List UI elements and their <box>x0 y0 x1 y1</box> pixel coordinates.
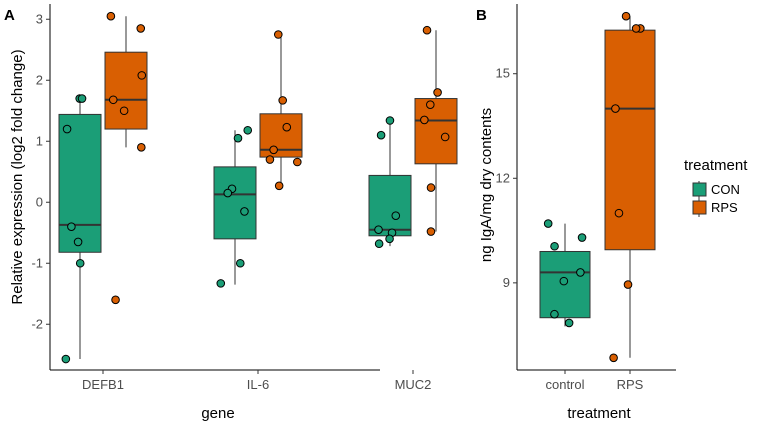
box-rps-defb1-point <box>111 295 120 305</box>
box-con-muc2-point <box>385 234 394 244</box>
box-con-defb1-box <box>58 113 102 253</box>
legend-item-rps: RPS <box>692 199 738 217</box>
panel-b-y-axis-title: ng IgA/mg dry contents <box>478 108 495 262</box>
box-con-defb1-point <box>61 354 71 364</box>
box-rps-muc2-point <box>440 132 450 142</box>
box-b-control-point <box>577 233 587 242</box>
y-tick-label: 0 <box>36 194 43 209</box>
panel-b-marks <box>539 11 656 363</box>
panel-b-plot: 9 12 15 control RPS treatment ng IgA/mg dry … <box>478 4 676 422</box>
y-tick-label: 9 <box>503 275 510 290</box>
box-b-rps-point <box>631 24 641 33</box>
box-con-defb1-point <box>62 124 72 134</box>
box-con-il-6-point <box>233 133 243 143</box>
box-con-muc2-box <box>368 174 412 237</box>
x-tick-label: IL-6 <box>247 377 269 392</box>
y-tick-label: 3 <box>36 11 43 26</box>
legend-key-con <box>692 182 707 197</box>
box-con-muc2-point <box>376 130 386 140</box>
box-con-il-6-point <box>223 188 233 198</box>
box-con-il-6-point <box>240 207 249 216</box>
box-rps-defb1-point <box>137 71 147 80</box>
x-tick-label: control <box>545 377 584 392</box>
legend-label-con: CON <box>711 182 740 197</box>
panel-a-label: A <box>4 7 15 24</box>
box-con-defb1-point <box>67 222 76 231</box>
box-rps-il-6-point <box>274 181 284 191</box>
legend: treatment CON RPS <box>684 157 748 217</box>
box-con-il-6-point <box>243 125 253 135</box>
box-rps-il-6-point <box>293 157 302 167</box>
box-b-rps-box <box>604 29 656 251</box>
y-tick-label: 12 <box>496 170 510 185</box>
panel-a-x-axis-title: gene <box>201 405 234 422</box>
box-con-muc2-point <box>385 116 395 125</box>
box-rps-muc2-point <box>422 25 432 35</box>
box-con-muc2-point <box>374 239 384 249</box>
box-con-defb1-point <box>75 258 85 268</box>
box-rps-muc2-point <box>426 227 436 236</box>
box-rps-defb1-point <box>137 143 146 152</box>
legend-item-con: CON <box>692 181 740 199</box>
box-con-il-6-box <box>213 166 257 240</box>
box-rps-muc2-box <box>414 98 458 165</box>
box-rps-il-6-point <box>269 145 278 155</box>
panel-a-plot: -2 -1 0 1 2 3 DEFB1 IL-6 MUC2 gene Relative expr… <box>9 4 458 422</box>
box-rps-defb1-point <box>136 24 146 33</box>
box-con-defb1-point <box>73 237 83 247</box>
y-tick-label: 15 <box>496 66 510 81</box>
box-con-defb1-point <box>77 94 87 103</box>
box-rps-muc2-point <box>433 88 442 97</box>
box-b-rps-point <box>621 11 631 21</box>
legend-key-rps <box>692 200 707 215</box>
box-rps-defb1-point <box>106 11 116 21</box>
panel-a-y-axis-title: Relative expression (log2 fold change) <box>9 49 26 304</box>
box-rps-defb1-box <box>104 51 148 130</box>
box-con-muc2-point <box>374 225 383 234</box>
legend-title: treatment <box>684 157 748 174</box>
box-b-control-point <box>576 268 585 277</box>
panel-a-marks <box>58 11 458 364</box>
box-b-rps-point <box>614 208 624 218</box>
box-rps-il-6-point <box>273 30 283 39</box>
box-con-il-6-point <box>235 258 245 268</box>
y-tick-label: -1 <box>31 255 43 270</box>
panel-b-label: B <box>476 7 487 24</box>
panel-b-axes: 9 12 15 control RPS <box>496 4 676 392</box>
panel-a-axes: -2 -1 0 1 2 3 DEFB1 IL-6 MUC2 <box>31 4 431 392</box>
box-rps-il-6-point <box>282 122 292 132</box>
box-rps-il-6-point <box>265 155 275 164</box>
box-b-control-point <box>550 309 559 319</box>
box-b-control-point <box>559 276 569 286</box>
y-tick-label: 1 <box>36 133 43 148</box>
box-b-rps-point <box>609 353 618 363</box>
box-rps-defb1-point <box>108 95 118 105</box>
box-rps-muc2-point <box>420 115 429 125</box>
box-con-muc2-point <box>391 211 401 220</box>
box-b-rps-point <box>623 280 633 289</box>
x-tick-label: MUC2 <box>395 377 432 392</box>
box-b-control-point <box>550 241 559 251</box>
legend-label-rps: RPS <box>711 200 738 215</box>
box-con-il-6-point <box>216 279 226 288</box>
box-b-control-point <box>543 219 553 228</box>
x-tick-label: RPS <box>617 377 644 392</box>
y-tick-label: -2 <box>31 316 43 331</box>
x-tick-label: DEFB1 <box>82 377 124 392</box>
box-b-control-point <box>564 318 574 328</box>
box-rps-defb1-point <box>119 106 129 116</box>
box-b-rps-point <box>611 104 620 113</box>
y-tick-label: 2 <box>36 72 43 87</box>
box-rps-muc2-point <box>426 100 435 109</box>
box-rps-il-6-point <box>278 96 287 105</box>
panel-b-x-axis-title: treatment <box>567 405 631 422</box>
box-rps-muc2-point <box>426 183 436 192</box>
